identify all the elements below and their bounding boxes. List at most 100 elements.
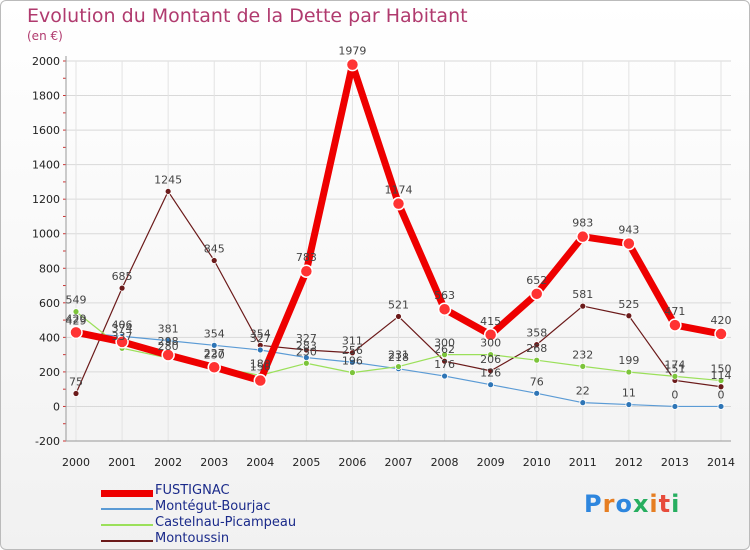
x-tick-label: 2000 <box>62 456 90 469</box>
data-label-montoussin: 521 <box>388 298 409 311</box>
data-point-fustignac <box>207 360 221 374</box>
legend-swatch <box>101 524 153 526</box>
legend-label: Castelnau-Picampeau <box>155 515 297 530</box>
data-point-fustignac <box>253 373 268 388</box>
axes: -200020040060080010001200140016001800200… <box>32 55 735 469</box>
logo-letter: t <box>658 490 672 518</box>
data-label-castelnau-picampeau: 230 <box>204 349 225 362</box>
data-label-montoussin: 311 <box>342 335 363 348</box>
x-tick-label: 2010 <box>523 456 551 469</box>
data-label-montoussin: 151 <box>664 362 685 375</box>
x-tick-label: 2009 <box>477 456 505 469</box>
logo-letter: x <box>632 490 650 518</box>
y-tick-label: 1200 <box>32 193 60 206</box>
data-point-fustignac <box>345 57 360 72</box>
data-label-montegut-bourjac: 176 <box>434 358 455 371</box>
logo-letter: i <box>671 490 681 518</box>
legend-swatch <box>101 540 153 542</box>
data-label-montoussin: 525 <box>618 298 639 311</box>
data-label-fustignac: 298 <box>158 335 179 348</box>
data-label-montegut-bourjac: 76 <box>530 375 544 388</box>
data-label-fustignac: 150 <box>250 361 271 374</box>
data-label-montegut-bourjac: 327 <box>250 332 271 345</box>
data-label-montoussin: 262 <box>434 343 455 356</box>
data-label-castelnau-picampeau: 280 <box>158 340 179 353</box>
chart-unit-label: (en €) <box>27 29 63 43</box>
data-point-fustignac <box>483 328 498 342</box>
data-label-castelnau-picampeau: 199 <box>618 354 639 367</box>
proxiti-logo: Proxiti <box>584 490 680 518</box>
data-point-fustignac <box>391 196 406 211</box>
data-point-fustignac <box>161 348 175 362</box>
data-label-montegut-bourjac: 283 <box>296 340 317 353</box>
data-point-montegut-bourjac <box>210 341 218 349</box>
data-label-castelnau-picampeau: 300 <box>434 337 455 350</box>
data-label-montoussin: 114 <box>711 369 732 382</box>
data-point-fustignac <box>668 318 682 332</box>
data-label-fustignac: 943 <box>618 224 639 237</box>
data-point-montoussin <box>625 312 633 320</box>
data-label-fustignac: 471 <box>664 305 685 318</box>
data-label-fustignac: 420 <box>711 314 732 327</box>
data-point-montegut-bourjac <box>441 372 448 380</box>
data-point-montegut-bourjac <box>487 381 495 389</box>
data-point-montoussin <box>395 313 402 320</box>
data-label-montoussin: 1245 <box>154 173 182 186</box>
data-label-fustignac: 652 <box>526 274 547 287</box>
data-label-montoussin: 354 <box>250 327 271 340</box>
data-point-castelnau-picampeau <box>717 377 725 384</box>
data-label-fustignac: 563 <box>434 289 455 302</box>
data-point-montoussin <box>579 302 587 310</box>
legend-label: Montégut-Bourjac <box>155 499 271 514</box>
data-label-castelnau-picampeau: 337 <box>112 330 133 343</box>
x-tick-label: 2008 <box>431 456 459 469</box>
series-layer <box>69 57 728 410</box>
data-point-fustignac <box>299 264 314 278</box>
data-label-montoussin: 845 <box>204 243 225 256</box>
data-label-fustignac: 374 <box>112 322 133 335</box>
legend-swatch <box>101 489 153 497</box>
data-point-montoussin <box>210 257 218 264</box>
y-tick-label: 400 <box>39 331 60 344</box>
data-point-castelnau-picampeau <box>533 356 541 364</box>
data-label-fustignac: 227 <box>204 347 225 360</box>
y-tick-label: 800 <box>39 262 60 275</box>
y-tick-label: 1600 <box>32 124 60 137</box>
x-tick-label: 2014 <box>707 456 735 469</box>
x-tick-label: 2011 <box>569 456 597 469</box>
data-point-montegut-bourjac <box>579 399 587 407</box>
x-tick-label: 2013 <box>661 456 689 469</box>
data-label-montoussin: 581 <box>572 288 593 301</box>
y-tick-label: 0 <box>53 400 60 413</box>
data-point-montoussin <box>487 367 495 375</box>
data-label-castelnau-picampeau: 174 <box>664 358 685 371</box>
data-point-fustignac <box>437 302 452 316</box>
legend-item: Montoussin <box>101 531 361 549</box>
data-label-montoussin: 75 <box>69 376 83 389</box>
data-point-montoussin <box>302 346 310 354</box>
data-point-montoussin <box>441 357 448 365</box>
data-label-montoussin: 358 <box>526 327 547 340</box>
x-tick-label: 2007 <box>385 456 413 469</box>
data-label-montegut-bourjac: 218 <box>388 351 409 364</box>
data-point-castelnau-picampeau <box>579 362 587 370</box>
x-tick-label: 2006 <box>338 456 366 469</box>
data-label-castelnau-picampeau: 250 <box>296 345 317 358</box>
data-point-fustignac <box>576 229 590 244</box>
data-label-fustignac: 1979 <box>338 45 366 58</box>
data-label-montegut-bourjac: 406 <box>112 318 133 331</box>
legend-item: FUSTIGNAC <box>101 483 361 501</box>
data-label-montegut-bourjac: 354 <box>204 327 225 340</box>
data-label-montegut-bourjac: 0 <box>718 388 725 401</box>
y-tick-label: -200 <box>35 435 60 448</box>
data-point-castelnau-picampeau <box>302 359 310 367</box>
data-point-montoussin <box>533 341 541 349</box>
y-tick-label: 600 <box>39 297 60 310</box>
x-tick-label: 2001 <box>108 456 136 469</box>
y-tick-label: 200 <box>39 366 60 379</box>
y-tick-label: 2000 <box>32 55 60 68</box>
data-label-castelnau-picampeau: 232 <box>572 348 593 361</box>
data-label-montoussin: 327 <box>296 332 317 345</box>
